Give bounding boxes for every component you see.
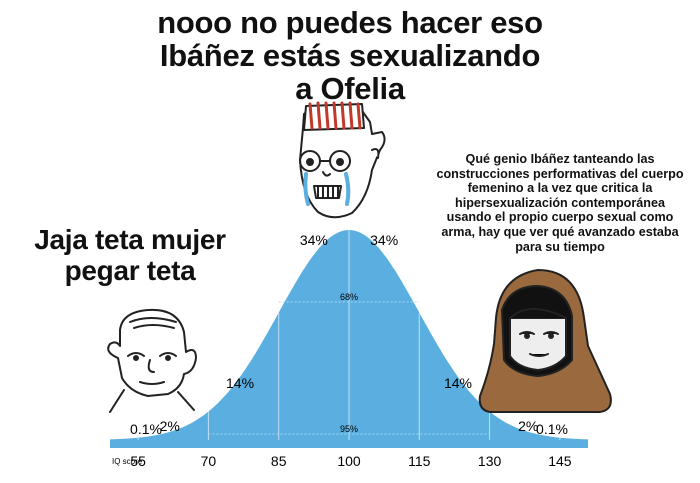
x-axis-label: IQ score (112, 457, 143, 466)
x-tick-label: 55 (130, 453, 146, 469)
simple-wojak-face (107, 308, 197, 413)
crying-wojak-face (299, 101, 386, 219)
hooded-wojak-face (478, 269, 612, 413)
x-tick-label: 115 (408, 453, 431, 469)
band-percentage: 14% (226, 375, 254, 391)
band-percentage: 2% (518, 418, 538, 434)
band-percentage: 2% (160, 418, 180, 434)
x-tick-label: 100 (337, 453, 361, 469)
band-percentage: 34% (300, 232, 328, 248)
left-caption: Jaja teta mujer pegar teta (34, 224, 226, 286)
band-percentage: 34% (370, 232, 398, 248)
interval-label: 68% (340, 292, 358, 302)
band-percentage: 0.1% (130, 421, 162, 437)
band-percentage: 0.1% (536, 421, 568, 437)
x-tick-label: 85 (271, 453, 287, 469)
x-tick-label: 70 (201, 453, 217, 469)
right-caption: Qué genio Ibáñez tanteando las construcc… (436, 152, 684, 254)
x-tick-label: 145 (548, 453, 572, 469)
band-percentage: 14% (444, 375, 472, 391)
x-tick-label: 130 (478, 453, 502, 469)
interval-label: 95% (340, 424, 358, 434)
top-caption: nooo no puedes hacer eso Ibáñez estás se… (157, 5, 543, 106)
x-axis-bar (110, 440, 588, 448)
